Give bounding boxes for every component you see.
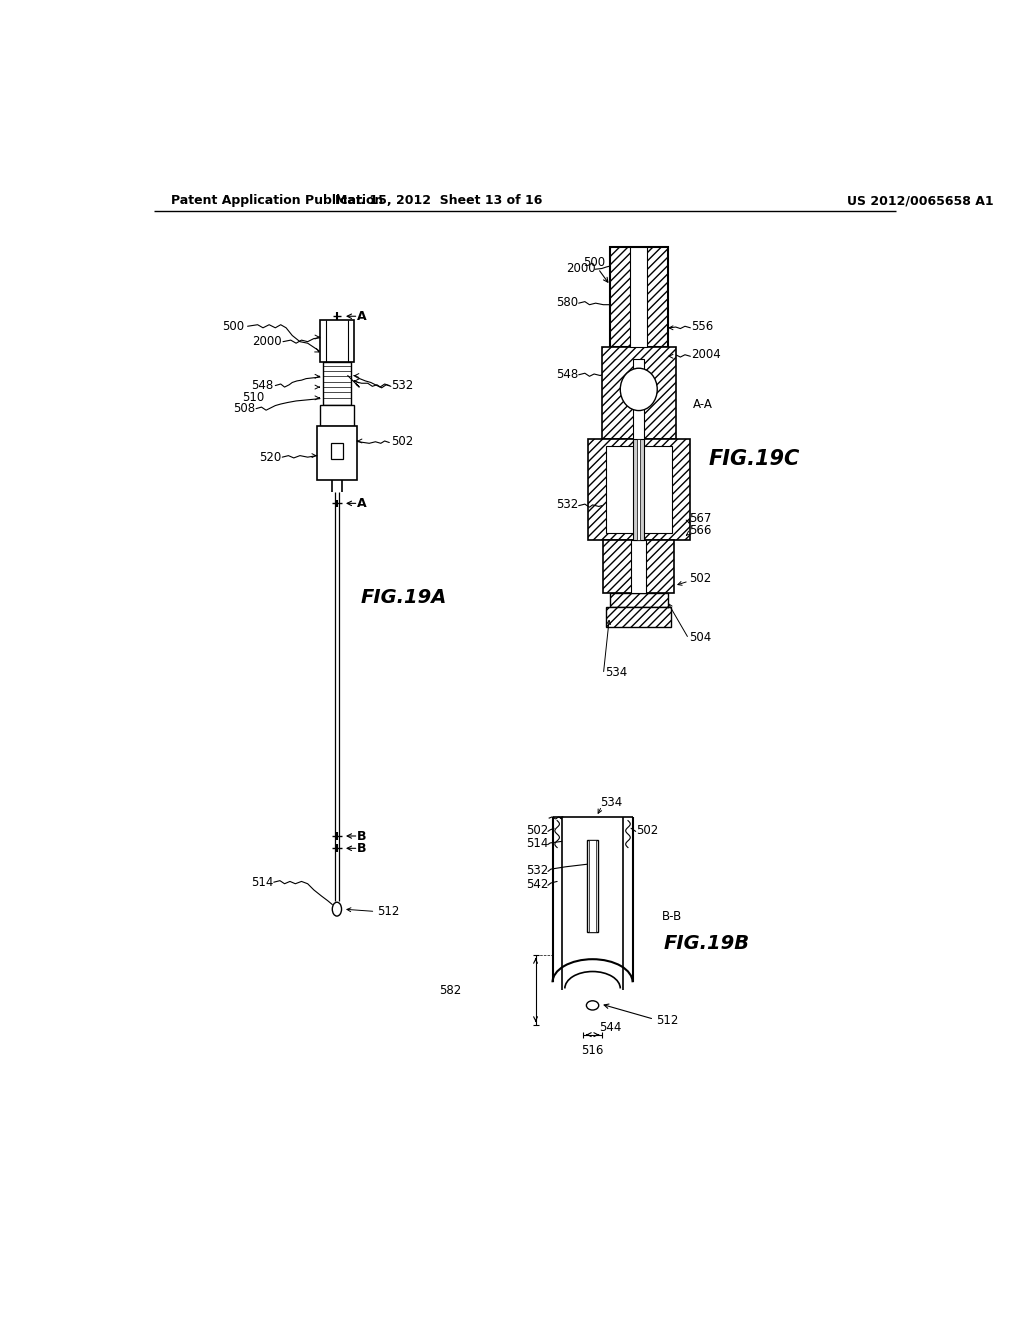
Bar [590,840,596,932]
Text: 508: 508 [233,403,255,416]
Text: US 2012/0065658 A1: US 2012/0065658 A1 [847,194,993,207]
Bar [609,247,668,347]
Bar [331,444,343,459]
Text: 567: 567 [689,512,712,525]
Bar [319,321,354,363]
Bar [609,594,668,607]
Bar [606,607,671,627]
Bar [602,347,676,440]
Text: 548: 548 [252,379,273,392]
Text: FIG.19C: FIG.19C [709,449,800,469]
Text: 544: 544 [599,1020,622,1034]
Text: Mar. 15, 2012  Sheet 13 of 16: Mar. 15, 2012 Sheet 13 of 16 [335,194,543,207]
Text: 512: 512 [377,906,399,917]
Text: 580: 580 [557,296,579,309]
Text: Patent Application Publication: Patent Application Publication [171,194,383,207]
Text: 502: 502 [391,436,413,449]
Text: 500: 500 [222,319,245,333]
Bar [323,363,351,405]
Text: 514: 514 [251,875,273,888]
Text: B-B: B-B [662,911,682,924]
Text: 532: 532 [391,379,413,392]
Text: 2004: 2004 [691,348,721,362]
Text: 2000: 2000 [566,261,596,275]
Text: 542: 542 [526,878,549,891]
Text: 502: 502 [689,572,712,585]
Text: 504: 504 [689,631,712,644]
Bar [587,840,598,932]
Bar [605,446,672,533]
Bar [634,440,644,540]
Text: 534: 534 [600,796,623,809]
Text: 512: 512 [655,1014,678,1027]
Ellipse shape [621,368,657,411]
Ellipse shape [587,1001,599,1010]
Bar [319,405,354,426]
Text: 532: 532 [556,499,579,511]
Bar [634,359,644,444]
Bar [603,540,674,594]
Text: B: B [356,842,367,855]
Bar [316,426,357,480]
Text: 514: 514 [526,837,549,850]
Text: A: A [356,310,367,323]
Text: 520: 520 [259,450,282,463]
Text: 500: 500 [584,256,605,269]
Text: 534: 534 [605,667,627,680]
Text: 566: 566 [689,524,712,537]
Text: 502: 502 [526,824,549,837]
Text: 510: 510 [243,391,264,404]
Ellipse shape [333,903,342,916]
Text: FIG.19B: FIG.19B [664,935,750,953]
Text: FIG.19A: FIG.19A [360,587,447,607]
Text: 2000: 2000 [252,335,282,348]
Bar [631,540,646,594]
Bar [631,247,647,347]
Bar [637,440,640,540]
Text: 502: 502 [637,824,658,837]
Text: 556: 556 [691,319,714,333]
Text: 532: 532 [526,865,549,878]
Text: A-A: A-A [692,399,713,412]
Text: 548: 548 [556,367,579,380]
Text: B: B [356,829,367,842]
Text: A: A [356,496,367,510]
Bar [588,440,689,540]
Text: 582: 582 [439,983,462,997]
Text: 516: 516 [582,1044,604,1057]
